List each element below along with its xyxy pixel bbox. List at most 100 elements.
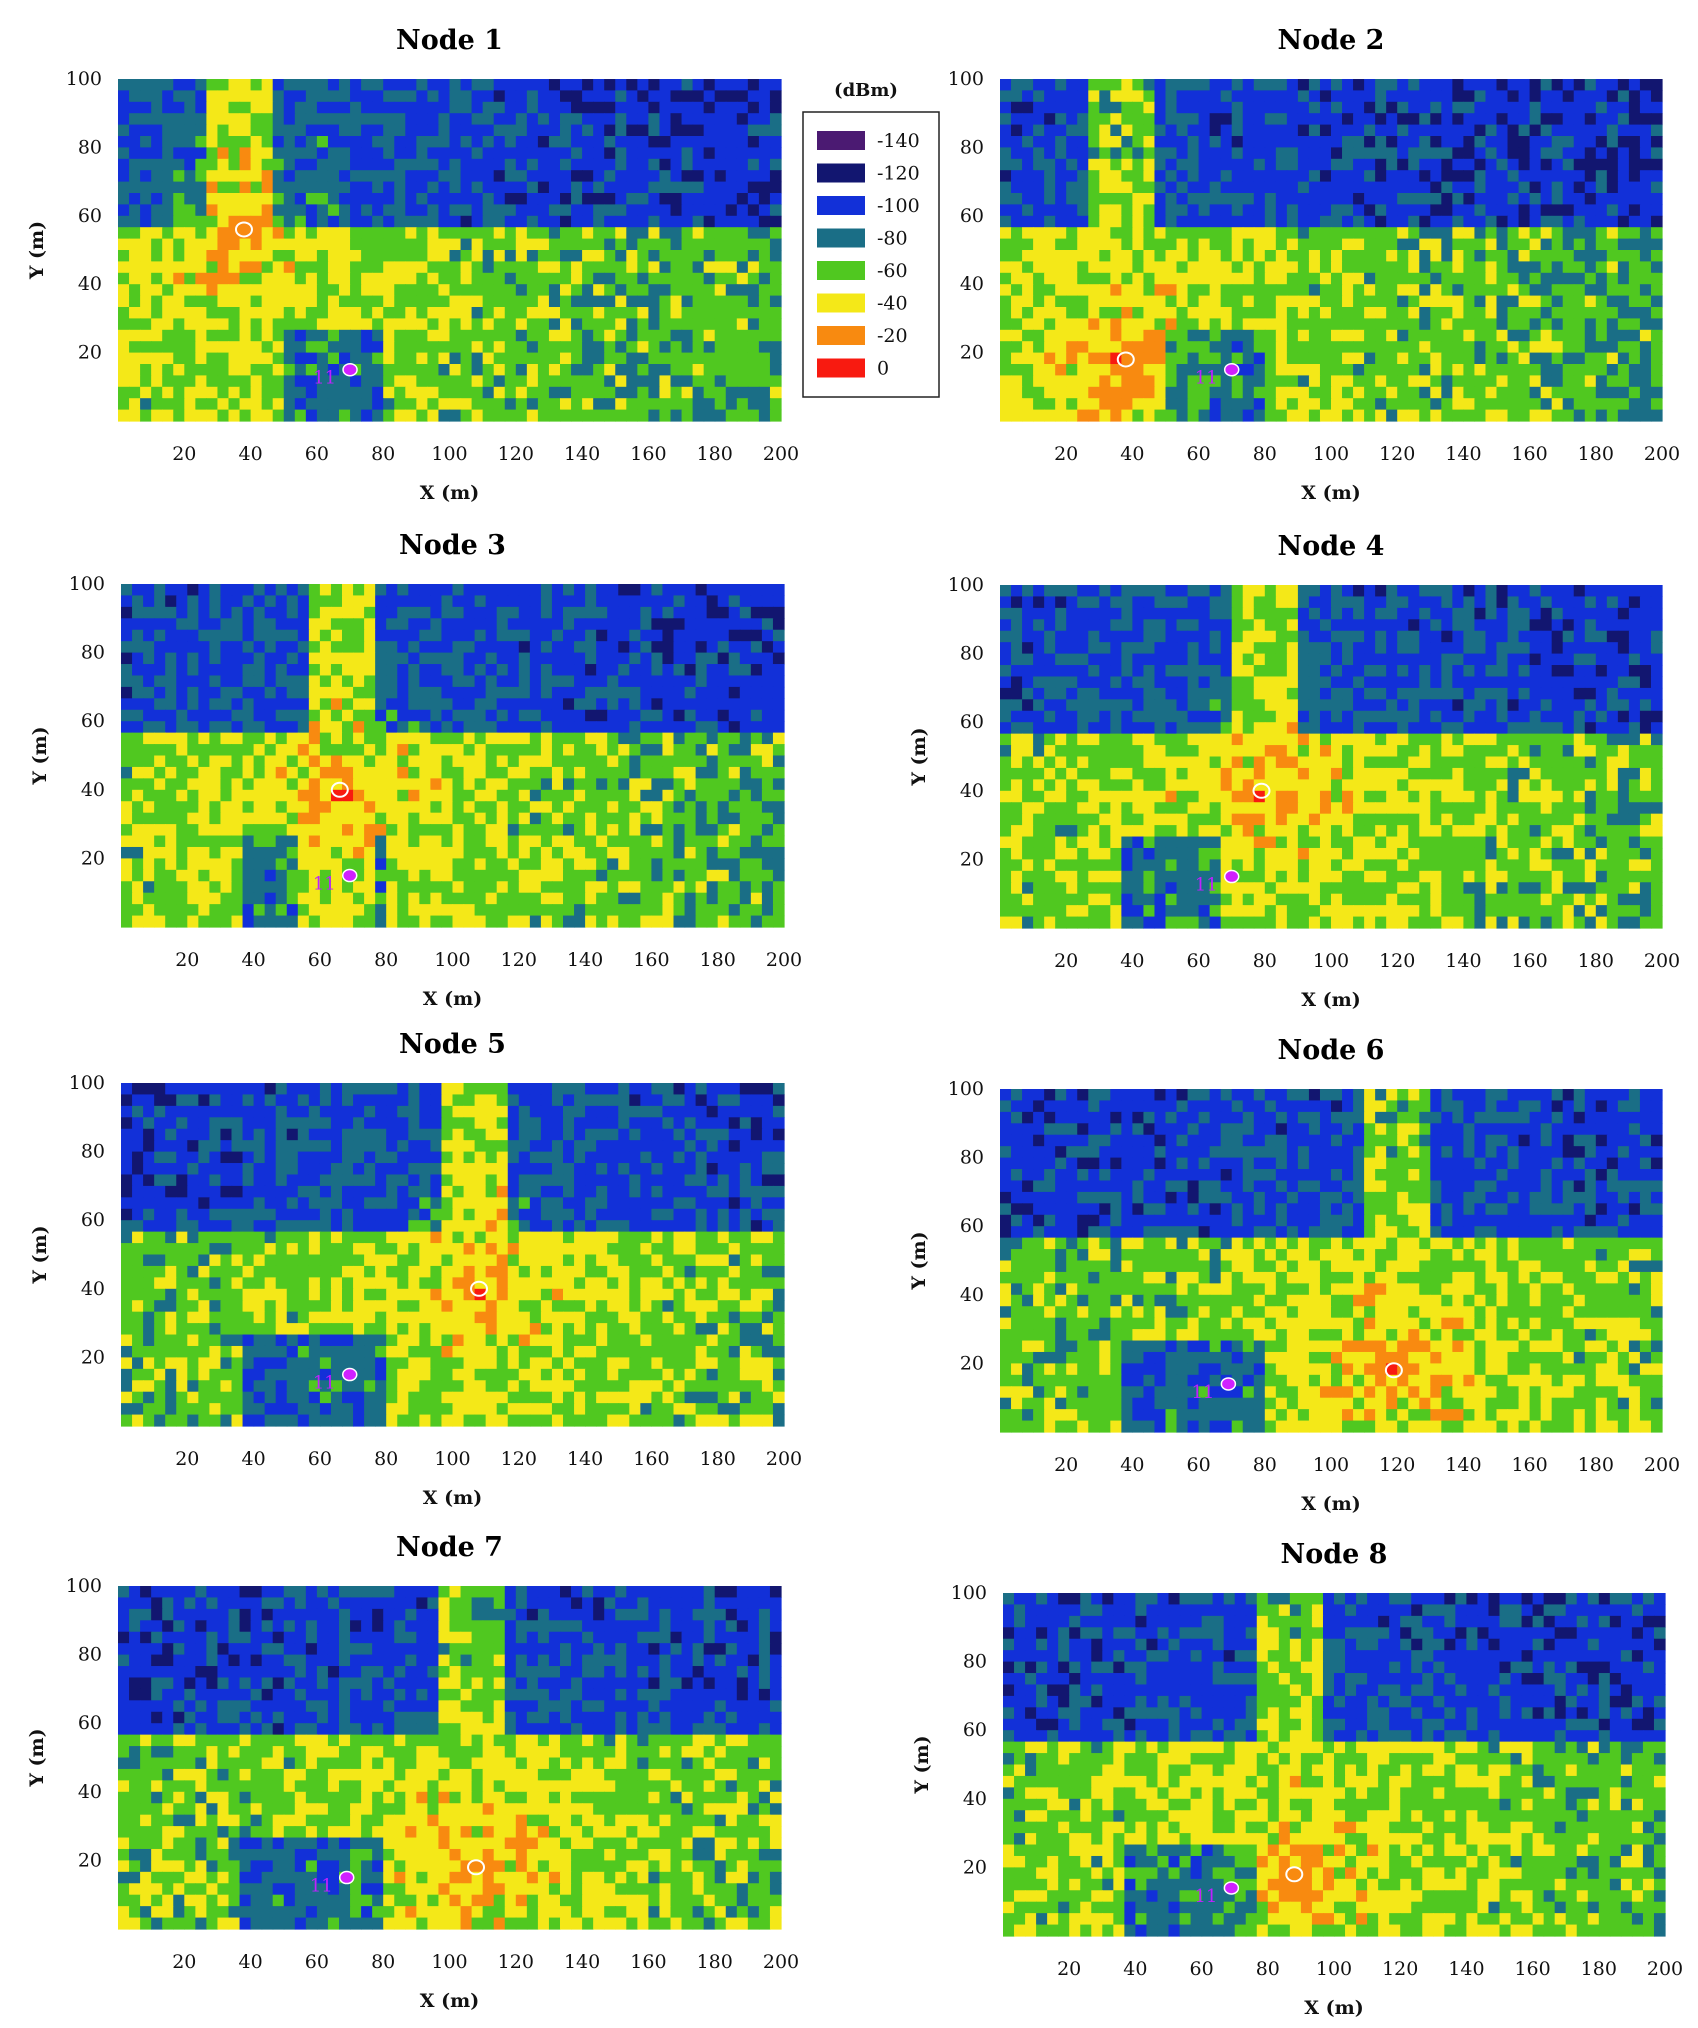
heatmap-cell [319,595,332,608]
heatmap-cell [231,801,244,814]
heatmap-cell [1198,398,1211,411]
heatmap-cell [629,812,641,825]
heatmap-cell [1308,238,1321,251]
heatmap-cell [1650,295,1663,308]
heatmap-cell [1606,113,1619,126]
heatmap-cell [250,250,263,262]
heatmap-cell [1397,295,1409,308]
heatmap-cell [728,629,741,642]
heatmap-cell [283,250,296,262]
heatmap-cell [209,778,222,791]
heatmap-cell [1264,386,1277,399]
heatmap-cell [405,364,417,376]
heatmap-cell [372,329,384,342]
heatmap-cell [184,386,196,399]
heatmap-cell [209,664,222,677]
heatmap-cell [1253,409,1266,422]
heatmap-cell [1286,170,1299,183]
heatmap-cell [305,307,318,319]
heatmap-cell [129,295,141,308]
heatmap-cell [1154,90,1167,103]
heatmap-cell [615,79,627,91]
heatmap-cell [515,352,528,365]
heatmap-cell [283,261,296,274]
heatmap-cell [305,181,318,194]
heatmap-cell [496,721,509,734]
heatmap-cell [239,341,252,354]
heatmap-cell [471,170,484,183]
heatmap-cell [1264,329,1277,342]
heatmap-cell [449,386,462,399]
heatmap-cell [548,375,561,388]
heatmap-cell [460,272,473,285]
heatmap-cell [261,318,274,331]
heatmap-cell [397,606,409,619]
heatmap-cell [474,698,487,711]
heatmap-cell [1628,136,1641,148]
heatmap-cell [1000,352,1012,365]
heatmap-cell [463,709,476,722]
heatmap-cell [239,318,252,331]
heatmap-cell [416,398,428,411]
heatmap-cell [736,261,749,274]
heatmap-cell [529,789,542,802]
heatmap-cell [1474,272,1487,285]
heatmap-cell [485,721,498,734]
heatmap-cell [316,295,329,308]
heatmap-cell [1044,181,1056,194]
heatmap-cell [1187,386,1200,399]
heatmap-cell [375,698,387,711]
heatmap-cell [121,732,133,745]
heatmap-cell [736,101,749,114]
heatmap-cell [593,79,605,91]
heatmap-cell [493,386,506,399]
heatmap-cell [408,652,420,665]
heatmap-cell [607,652,619,665]
heatmap-cell [1452,124,1464,137]
heatmap-cell [670,318,683,331]
heatmap-cell [1000,364,1012,376]
heatmap-cell [427,193,440,205]
heatmap-cell [1132,307,1145,319]
heatmap-cell [1595,136,1608,148]
heatmap-cell [1319,101,1332,114]
heatmap-cell [1353,364,1365,376]
heatmap-cell [1044,250,1056,262]
heatmap-cell [430,732,443,745]
heatmap-cell [165,744,177,757]
heatmap-cell [1529,215,1542,228]
heatmap-cell [342,584,354,597]
heatmap-cell [1264,101,1277,114]
heatmap-cell [231,835,244,848]
heatmap-cell [220,652,233,665]
heatmap-cell [482,409,495,422]
heatmap-cell [563,606,575,619]
heatmap-cell [1286,318,1299,331]
heatmap-cell [1606,193,1619,205]
heatmap-cell [430,664,443,677]
heatmap-cell [574,618,586,631]
heatmap-cell [361,318,373,331]
x-tick-label: 120 [498,443,534,465]
heatmap-cell [615,409,627,422]
heatmap-cell [1110,158,1122,171]
heatmap-cell [1375,398,1387,411]
heatmap-cell [1430,295,1442,308]
heatmap-cell [596,595,608,608]
heatmap-cell [1121,329,1133,342]
heatmap-cell [1529,341,1542,354]
heatmap-cell [604,181,616,194]
heatmap-cell [703,113,716,126]
heatmap-cell [1308,113,1321,126]
heatmap-cell [1529,307,1542,319]
heatmap-cell [1628,170,1641,183]
heatmap-cell [670,124,683,137]
heatmap-cell [187,675,199,688]
heatmap-cell [714,250,727,262]
heatmap-cell [383,386,395,399]
heatmap-cell [1518,238,1531,251]
heatmap-cell [1452,307,1464,319]
heatmap-cell [670,250,683,262]
heatmap-cell [651,709,664,722]
heatmap-cell [151,101,163,114]
